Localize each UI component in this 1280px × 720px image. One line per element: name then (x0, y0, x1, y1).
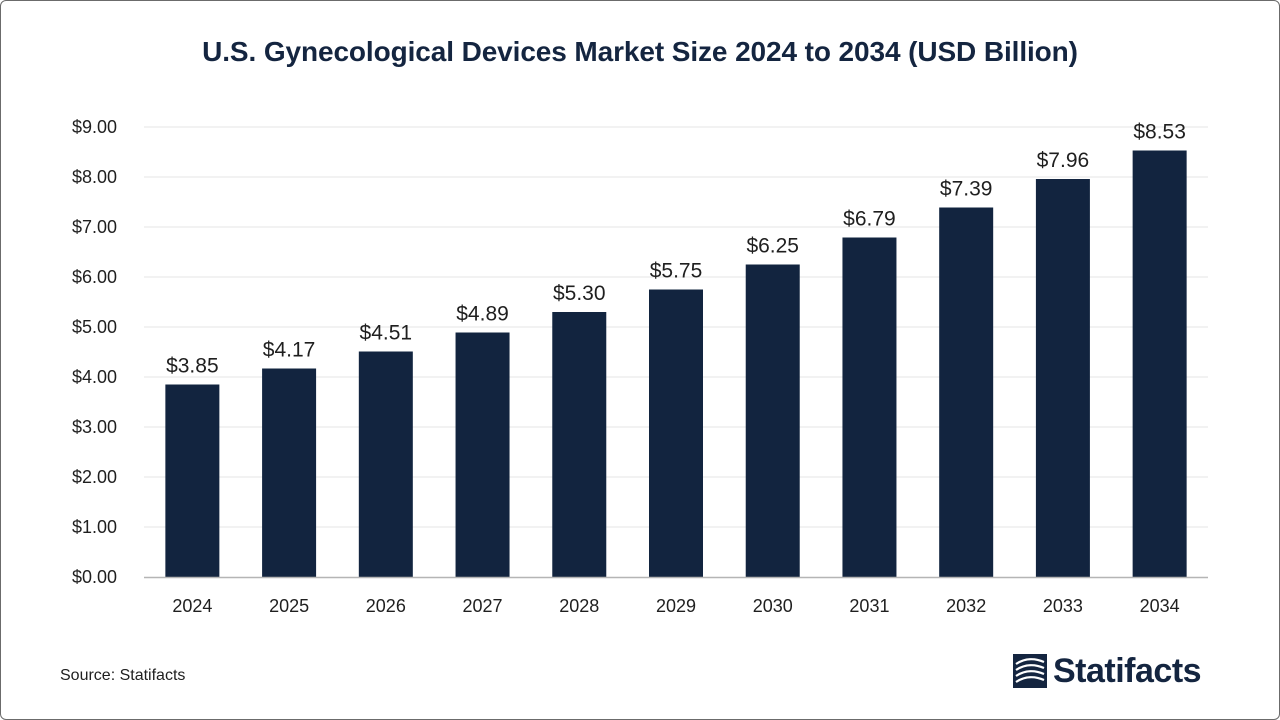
data-label: $5.30 (553, 282, 606, 305)
x-tick-label: 2031 (849, 596, 889, 616)
y-tick-label: $3.00 (72, 417, 117, 437)
bar (842, 237, 897, 577)
chart-title: U.S. Gynecological Devices Market Size 2… (202, 36, 1078, 67)
data-label: $7.96 (1037, 149, 1090, 172)
bar (745, 264, 800, 577)
x-tick-label: 2028 (559, 596, 599, 616)
bar (262, 368, 317, 577)
data-label: $6.79 (843, 208, 896, 231)
data-label: $5.75 (650, 260, 703, 283)
y-tick-label: $5.00 (72, 317, 117, 337)
bars (165, 150, 1187, 577)
bar (1035, 179, 1090, 577)
y-tick-label: $1.00 (72, 517, 117, 537)
statifacts-logo-icon (1013, 654, 1047, 688)
y-tick-label: $6.00 (72, 267, 117, 287)
y-tick-label: $0.00 (72, 567, 117, 587)
x-tick-label: 2029 (656, 596, 696, 616)
bar (649, 289, 703, 577)
y-axis-ticks: $0.00 $1.00 $2.00 $3.00 $4.00 $5.00 $6.00 $7.00… (72, 117, 117, 587)
x-tick-label: 2027 (463, 596, 503, 616)
y-tick-label: $9.00 (72, 117, 117, 137)
x-tick-label: 2030 (753, 596, 793, 616)
y-tick-label: $7.00 (72, 217, 117, 237)
bar (165, 384, 220, 577)
bar (455, 332, 510, 577)
data-label: $4.51 (360, 322, 413, 345)
x-tick-label: 2032 (946, 596, 986, 616)
bar (939, 207, 994, 577)
brand-name: Statifacts (1053, 651, 1202, 690)
data-label: $3.85 (166, 355, 219, 378)
bar (552, 312, 607, 577)
source-note: Source: Statifacts (60, 667, 186, 684)
data-label: $7.39 (940, 178, 993, 201)
x-tick-label: 2034 (1140, 596, 1180, 616)
data-label: $4.89 (456, 303, 509, 326)
y-tick-label: $2.00 (72, 467, 117, 487)
x-tick-label: 2025 (269, 596, 309, 616)
y-tick-label: $8.00 (72, 167, 117, 187)
x-tick-label: 2033 (1043, 596, 1083, 616)
bar (1132, 150, 1187, 577)
y-tick-label: $4.00 (72, 367, 117, 387)
value-labels: $3.85 $4.17 $4.51 $4.89 $5.30 $5.75 $6.25 $6.79… (166, 121, 1186, 378)
data-label: $8.53 (1133, 121, 1186, 144)
x-axis-ticks: 2024 2025 2026 2027 2028 2029 2030 2031 2032 2033… (172, 596, 1179, 616)
brand-logo: Statifacts (1013, 651, 1202, 691)
x-tick-label: 2026 (366, 596, 406, 616)
x-tick-label: 2024 (172, 596, 212, 616)
bar (358, 351, 413, 577)
data-label: $6.25 (746, 235, 799, 258)
data-label: $4.17 (263, 339, 316, 362)
